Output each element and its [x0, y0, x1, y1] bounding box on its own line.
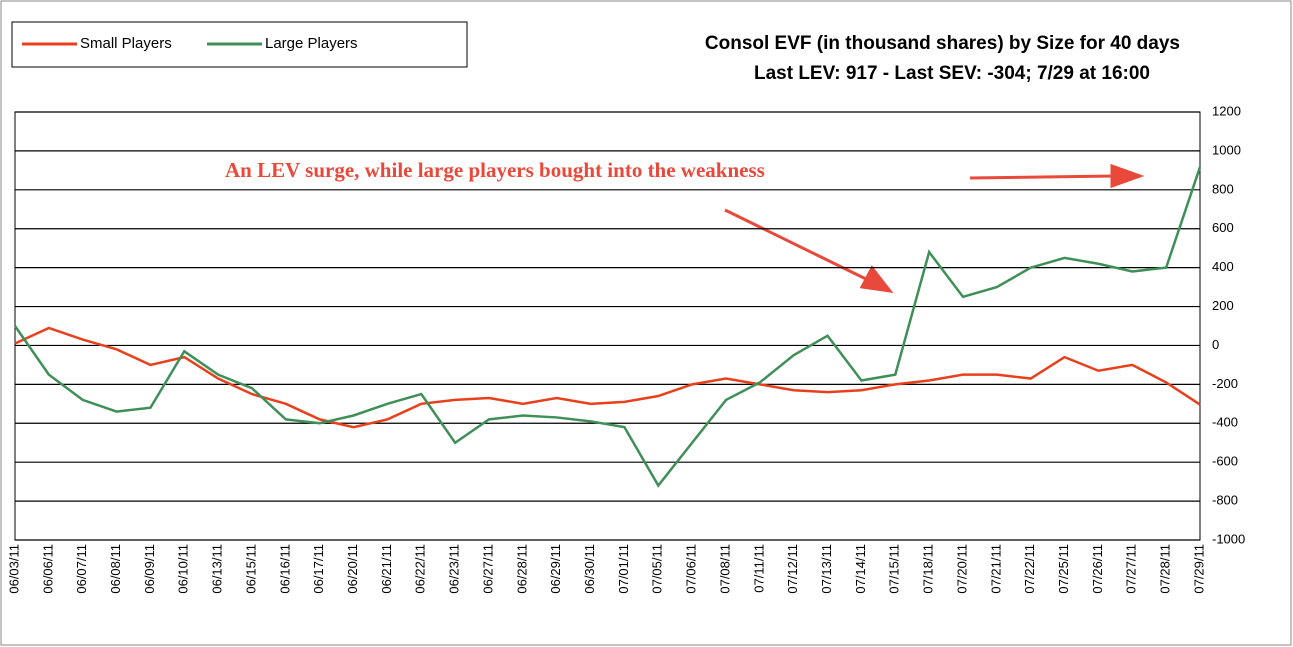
x-tick-label: 06/15/11	[243, 544, 258, 594]
x-tick-label: 06/28/11	[514, 544, 529, 594]
x-tick-label: 06/09/11	[142, 544, 157, 594]
y-tick-label: 200	[1212, 298, 1234, 313]
y-tick-label: -600	[1212, 454, 1238, 469]
legend-box	[11, 21, 468, 68]
x-tick-label: 06/30/11	[582, 544, 597, 594]
y-tick-label: 0	[1212, 337, 1219, 352]
x-tick-label: 07/11/11	[751, 544, 766, 593]
y-tick-label: 800	[1212, 181, 1234, 196]
x-tick-label: 07/26/11	[1090, 544, 1105, 594]
x-tick-label: 07/25/11	[1056, 544, 1071, 594]
x-tick-label: 07/14/11	[853, 544, 868, 594]
y-tick-label: -800	[1212, 493, 1238, 508]
x-tick-label: 07/22/11	[1022, 544, 1037, 594]
x-tick-label: 07/12/11	[785, 544, 800, 594]
x-tick-label: 06/16/11	[277, 544, 292, 594]
x-tick-label: 07/05/11	[650, 544, 665, 594]
x-tick-label: 07/01/11	[616, 544, 631, 594]
x-tick-label: 07/08/11	[717, 544, 732, 594]
series-line	[13, 166, 1202, 488]
y-tick-label: 1200	[1212, 103, 1241, 118]
x-tick-label: 06/23/11	[447, 544, 462, 594]
legend-label: Small Players	[80, 35, 172, 52]
x-tick-label: 06/22/11	[413, 544, 428, 594]
x-tick-label: 07/06/11	[684, 544, 699, 594]
x-tick-label: 07/20/11	[954, 544, 969, 594]
x-tick-label: 06/07/11	[74, 544, 89, 594]
y-tick-label: -400	[1212, 415, 1238, 430]
chart-subtitle: Last LEV: 917 - Last SEV: -304; 7/29 at …	[754, 63, 1150, 84]
x-tick-label: 07/18/11	[921, 544, 936, 594]
y-tick-label: 400	[1212, 259, 1234, 274]
x-tick-label: 06/08/11	[108, 544, 123, 594]
x-tick-label: 06/21/11	[379, 544, 394, 594]
x-tick-label: 06/17/11	[311, 544, 326, 594]
y-tick-label: -1000	[1212, 531, 1245, 546]
arrows	[724, 163, 1145, 294]
legend-label: Large Players	[265, 35, 358, 52]
series-line	[14, 326, 1201, 429]
x-tick-label: 07/29/11	[1191, 544, 1206, 594]
x-tick-label: 07/27/11	[1124, 544, 1139, 594]
x-tick-label: 06/10/11	[176, 544, 191, 594]
y-tick-label: 600	[1212, 220, 1234, 235]
x-tick-label: 06/06/11	[40, 544, 55, 594]
y-tick-label: -200	[1212, 376, 1238, 391]
x-tick-label: 06/20/11	[345, 544, 360, 594]
x-tick-label: 06/29/11	[548, 544, 563, 594]
x-tick-label: 06/13/11	[210, 544, 225, 594]
x-tick-label: 06/27/11	[480, 544, 495, 594]
chart-title: Consol EVF (in thousand shares) by Size …	[705, 33, 1180, 54]
x-tick-label: 07/15/11	[887, 544, 902, 594]
x-tick-label: 07/28/11	[1158, 544, 1173, 594]
x-tick-label: 07/13/11	[819, 544, 834, 594]
x-tick-label: 07/21/11	[988, 544, 1003, 594]
x-tick-label: 06/03/11	[6, 544, 21, 594]
y-tick-label: 1000	[1212, 142, 1241, 157]
annotation: An LEV surge, while large players bought…	[225, 158, 765, 182]
